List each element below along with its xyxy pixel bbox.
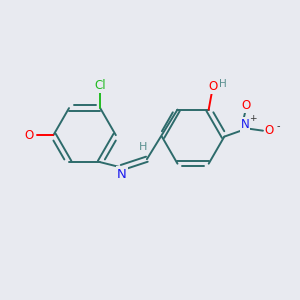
Text: N: N (241, 118, 250, 131)
Text: N: N (117, 168, 127, 181)
Text: O: O (241, 99, 250, 112)
Text: +: + (249, 114, 257, 123)
Text: O: O (24, 129, 33, 142)
Text: Cl: Cl (94, 79, 106, 92)
Text: H: H (219, 79, 227, 89)
Text: O: O (208, 80, 218, 93)
Text: H: H (139, 142, 148, 152)
Text: O: O (265, 124, 274, 137)
Text: -: - (277, 121, 280, 131)
